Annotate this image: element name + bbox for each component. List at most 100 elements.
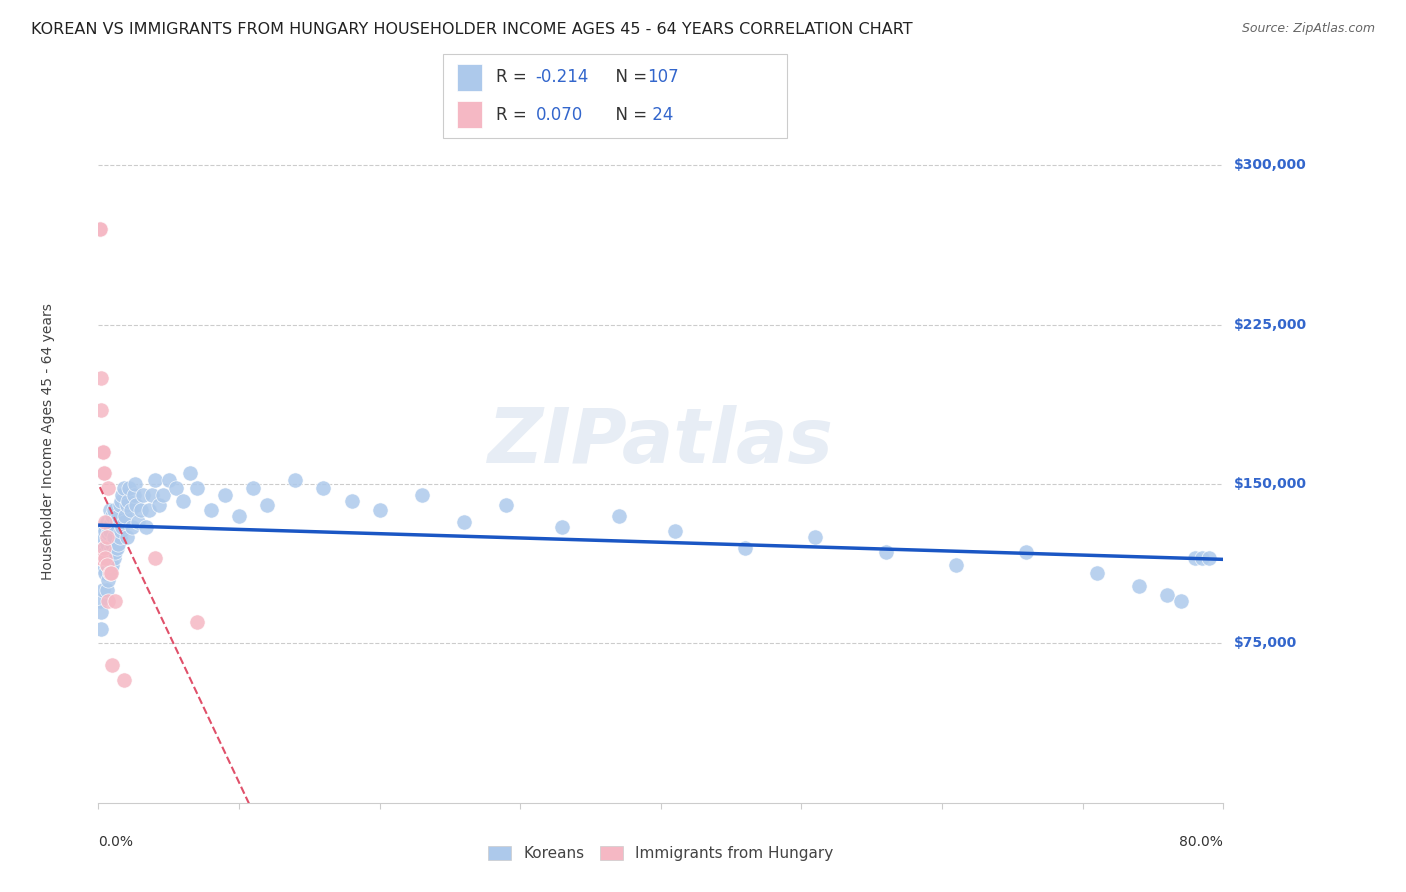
Point xyxy=(1184,551,1206,566)
Point xyxy=(121,519,143,533)
Point xyxy=(148,498,170,512)
Point xyxy=(90,551,112,566)
Point xyxy=(138,502,160,516)
Point xyxy=(90,605,112,619)
Point xyxy=(165,481,187,495)
Point xyxy=(100,541,122,555)
Point xyxy=(110,524,132,538)
Point xyxy=(101,558,124,572)
Point xyxy=(100,516,122,530)
Point xyxy=(93,467,115,481)
Text: R =: R = xyxy=(496,105,533,123)
Point xyxy=(105,541,128,555)
Point xyxy=(945,558,967,572)
Point xyxy=(111,519,134,533)
Point xyxy=(117,494,139,508)
Point xyxy=(90,371,112,385)
Text: R =: R = xyxy=(496,69,533,87)
Point xyxy=(98,566,121,581)
Point xyxy=(143,473,166,487)
Point xyxy=(101,508,124,523)
Point xyxy=(804,530,827,544)
Point xyxy=(97,594,120,608)
Point xyxy=(93,519,115,533)
Point xyxy=(93,541,115,555)
Text: ZIPatlas: ZIPatlas xyxy=(488,405,834,478)
Point xyxy=(96,558,118,572)
Point xyxy=(495,498,517,512)
Point xyxy=(368,502,391,516)
Point xyxy=(89,222,111,236)
Point xyxy=(91,445,114,459)
Point xyxy=(97,551,120,566)
Point xyxy=(115,498,138,512)
Point xyxy=(90,402,112,417)
Point xyxy=(94,516,117,530)
Point xyxy=(179,467,201,481)
Point xyxy=(411,488,433,502)
Point xyxy=(186,615,208,630)
Point xyxy=(1170,594,1192,608)
Point xyxy=(97,481,120,495)
Text: $75,000: $75,000 xyxy=(1234,636,1298,650)
Point xyxy=(152,488,174,502)
Point xyxy=(89,551,111,566)
Text: N =: N = xyxy=(605,105,652,123)
Point xyxy=(94,551,117,566)
Point xyxy=(122,488,145,502)
Text: -0.214: -0.214 xyxy=(536,69,589,87)
Point xyxy=(875,545,897,559)
Point xyxy=(96,516,118,530)
Point xyxy=(124,477,146,491)
Point xyxy=(100,562,122,576)
Point xyxy=(127,516,149,530)
Text: Source: ZipAtlas.com: Source: ZipAtlas.com xyxy=(1241,22,1375,36)
Point xyxy=(98,545,121,559)
Text: Householder Income Ages 45 - 64 years: Householder Income Ages 45 - 64 years xyxy=(41,303,55,580)
Point xyxy=(141,488,163,502)
Point xyxy=(1085,566,1108,581)
Point xyxy=(94,524,117,538)
Point xyxy=(1156,588,1178,602)
Point xyxy=(112,481,135,495)
Point xyxy=(228,508,250,523)
Point xyxy=(111,488,134,502)
Point xyxy=(284,473,307,487)
Point xyxy=(98,524,121,538)
Point xyxy=(607,508,630,523)
Legend: Koreans, Immigrants from Hungary: Koreans, Immigrants from Hungary xyxy=(482,840,839,867)
Point xyxy=(107,508,129,523)
Point xyxy=(1015,545,1038,559)
Point xyxy=(90,622,112,636)
Text: N =: N = xyxy=(605,69,652,87)
Point xyxy=(172,494,194,508)
Point xyxy=(100,566,122,581)
Point xyxy=(118,481,141,495)
Point xyxy=(664,524,686,538)
Point xyxy=(1128,579,1150,593)
Point xyxy=(200,502,222,516)
Point xyxy=(340,494,363,508)
Point xyxy=(98,566,121,581)
Point xyxy=(132,488,155,502)
Text: 0.0%: 0.0% xyxy=(98,835,134,849)
Point xyxy=(1198,551,1220,566)
Text: $300,000: $300,000 xyxy=(1234,158,1308,172)
Point xyxy=(101,657,124,672)
Point xyxy=(96,558,118,572)
Point xyxy=(91,551,114,566)
Text: $150,000: $150,000 xyxy=(1234,477,1308,491)
Point xyxy=(312,481,335,495)
Point xyxy=(125,498,148,512)
Point xyxy=(103,502,125,516)
Point xyxy=(115,530,138,544)
Point xyxy=(97,573,120,587)
Point xyxy=(94,545,117,559)
Point xyxy=(135,519,157,533)
Point xyxy=(453,516,475,530)
Point xyxy=(143,551,166,566)
Point xyxy=(93,541,115,555)
Point xyxy=(110,494,132,508)
Point xyxy=(214,488,236,502)
Point xyxy=(108,530,131,544)
